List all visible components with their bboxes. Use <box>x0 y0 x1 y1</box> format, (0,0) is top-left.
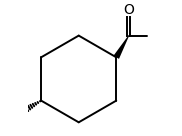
Polygon shape <box>114 36 129 59</box>
Text: O: O <box>123 2 134 16</box>
